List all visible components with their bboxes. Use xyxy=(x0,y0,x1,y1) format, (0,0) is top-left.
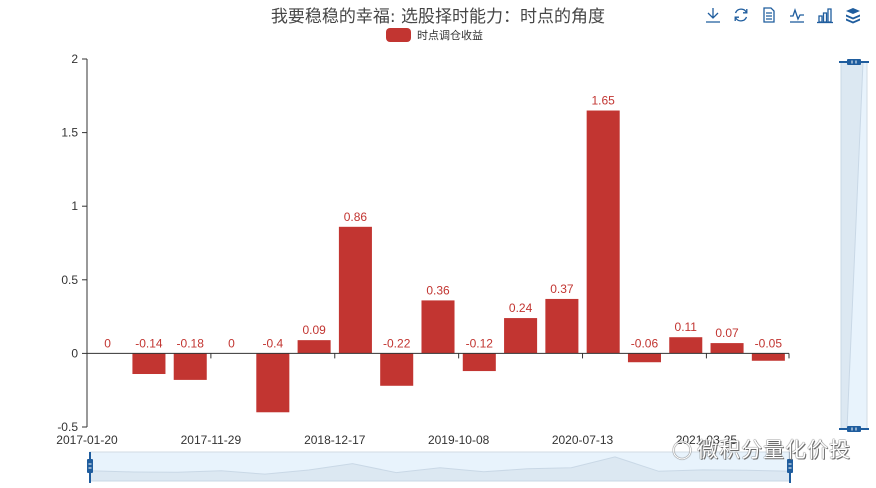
bar-value-label: -0.12 xyxy=(466,336,494,350)
bar[interactable] xyxy=(627,353,661,363)
legend-swatch xyxy=(386,28,411,42)
bar-value-label: 0.37 xyxy=(550,282,574,296)
bar[interactable] xyxy=(586,110,620,354)
bar-value-label: 0.09 xyxy=(302,323,326,337)
x-datazoom-slider[interactable] xyxy=(87,451,793,483)
bar-value-label: -0.4 xyxy=(262,336,283,350)
bar-value-label: 0.11 xyxy=(675,320,698,334)
line-chart-icon[interactable] xyxy=(788,6,806,24)
bar[interactable] xyxy=(669,337,703,354)
stack-icon[interactable] xyxy=(844,6,862,24)
x-slider-left-handle[interactable] xyxy=(87,459,93,473)
x-tick-label: 2018-12-17 xyxy=(304,433,366,447)
y-tick-label: 1 xyxy=(71,199,78,213)
bar[interactable] xyxy=(256,353,290,413)
bar-value-label: -0.05 xyxy=(755,336,783,350)
x-slider-right-handle[interactable] xyxy=(787,459,793,473)
x-tick-label: 2021-03-25 xyxy=(676,433,738,447)
bar-value-label: -0.06 xyxy=(631,336,659,350)
x-axis: 2017-01-20 2017-11-29 2018-12-17 2019-10-08… xyxy=(56,352,790,447)
x-tick-label: 2017-01-20 xyxy=(56,433,118,447)
bar[interactable] xyxy=(297,340,331,354)
y-datazoom-slider[interactable] xyxy=(839,59,869,432)
toolbox xyxy=(704,6,862,24)
bar[interactable] xyxy=(421,300,455,354)
bar-value-label: 0.24 xyxy=(509,301,533,315)
legend-label: 时点调仓收益 xyxy=(417,29,483,42)
bar-value-label: -0.14 xyxy=(135,336,163,350)
bar[interactable] xyxy=(751,353,785,361)
bar[interactable] xyxy=(462,353,496,372)
data-view-icon[interactable] xyxy=(760,6,778,24)
legend-item[interactable]: 时点调仓收益 xyxy=(386,27,483,43)
bar-value-label: -0.22 xyxy=(383,336,411,350)
bar[interactable] xyxy=(338,226,372,354)
bar[interactable] xyxy=(132,353,166,375)
y-slider-top-handle[interactable] xyxy=(847,59,861,65)
wechat-icon: ◯ xyxy=(672,438,694,460)
y-slider-bottom-handle[interactable] xyxy=(847,426,861,432)
x-tick-label: 2019-10-08 xyxy=(428,433,490,447)
watermark-text: 微积分量化价投 xyxy=(697,438,852,462)
x-tick-label: 2017-11-29 xyxy=(181,433,242,447)
y-tick-label: 2 xyxy=(71,52,78,66)
bar[interactable] xyxy=(504,318,538,354)
bar-value-label: 1.65 xyxy=(591,94,615,108)
y-tick-label: -0.5 xyxy=(57,420,78,434)
bar-value-label: 0.86 xyxy=(344,210,368,224)
bar-value-label: 0.36 xyxy=(426,283,450,297)
bar[interactable] xyxy=(545,298,579,354)
bar-value-label: -0.18 xyxy=(177,336,205,350)
chart-title: 我要稳稳的幸福: 选股择时能力：时点的角度 xyxy=(270,7,606,27)
restore-icon[interactable] xyxy=(732,6,750,24)
save-image-icon[interactable] xyxy=(704,6,722,24)
bar-value-label: 0.07 xyxy=(715,326,739,340)
bar[interactable] xyxy=(380,353,414,386)
bar-value-label: 0 xyxy=(228,336,235,350)
bar[interactable] xyxy=(710,343,744,354)
watermark: ◯ 微积分量化价投 xyxy=(672,434,851,464)
bar-chart-icon[interactable] xyxy=(816,6,834,24)
y-tick-label: 0.5 xyxy=(61,273,78,287)
bar-value-label: 0 xyxy=(104,336,111,350)
y-axis: 2 1.5 1 0.5 0 -0.5 xyxy=(57,52,88,434)
bar[interactable] xyxy=(173,353,207,380)
x-tick-label: 2020-07-13 xyxy=(552,433,614,447)
y-tick-label: 0 xyxy=(71,346,78,360)
y-tick-label: 1.5 xyxy=(61,126,78,140)
plot-area: 0 -0.14 -0.18 0 -0.4 0.09 0.86 -0.22 0.36 -0.12 0.… xyxy=(104,94,785,413)
